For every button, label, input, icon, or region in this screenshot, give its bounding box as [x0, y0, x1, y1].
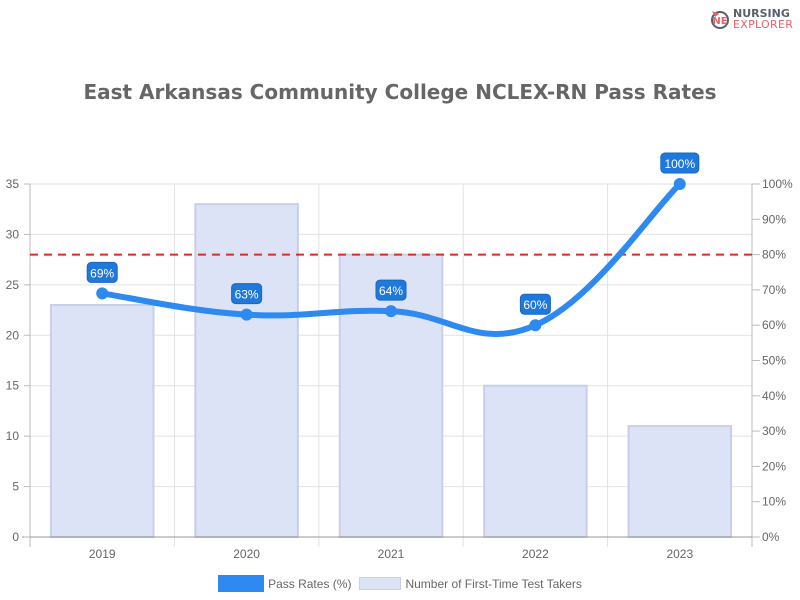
- svg-text:2021: 2021: [378, 547, 405, 561]
- logo-line1: NURSING: [733, 7, 790, 20]
- bar-2022[interactable]: [483, 384, 588, 539]
- bar-2021[interactable]: [338, 253, 444, 538]
- data-label: 60%: [523, 298, 547, 312]
- svg-text:80%: 80%: [762, 248, 786, 262]
- svg-text:5: 5: [12, 480, 19, 494]
- legend-label: Pass Rates (%): [268, 576, 352, 591]
- point-2019[interactable]: [96, 287, 109, 300]
- svg-text:90%: 90%: [762, 212, 786, 226]
- bar-2019[interactable]: [49, 304, 155, 538]
- bar-2023[interactable]: [627, 425, 733, 538]
- data-labels: 69% 63% 64% 60% 100%: [86, 152, 700, 315]
- point-2021[interactable]: [385, 305, 397, 318]
- svg-text:30: 30: [6, 227, 20, 241]
- svg-text:2023: 2023: [666, 547, 693, 561]
- data-label: 69%: [90, 266, 114, 280]
- chart-title: East Arkansas Community College NCLEX-RN…: [83, 80, 717, 104]
- svg-text:50%: 50%: [762, 354, 786, 368]
- svg-text:NE: NE: [712, 16, 727, 27]
- bar-2020[interactable]: [194, 203, 299, 539]
- svg-text:30%: 30%: [762, 424, 786, 438]
- data-label: 64%: [379, 284, 403, 298]
- svg-text:25: 25: [6, 278, 20, 292]
- logo-line2: EXPLORER: [733, 18, 794, 31]
- legend-swatch-line: [218, 575, 265, 592]
- svg-text:70%: 70%: [762, 283, 786, 297]
- svg-text:0%: 0%: [762, 530, 780, 544]
- svg-text:2022: 2022: [522, 547, 549, 561]
- svg-text:40%: 40%: [762, 389, 786, 403]
- svg-text:60%: 60%: [762, 318, 786, 332]
- svg-text:0: 0: [12, 530, 19, 544]
- bar-series: [49, 203, 733, 539]
- svg-text:2019: 2019: [89, 547, 116, 561]
- axes: 0 5 10 15 20 25 30 35 0% 10% 20% 30% 40% 50% 60% 70% 80%…: [6, 177, 793, 561]
- svg-text:20: 20: [6, 328, 20, 342]
- point-2023[interactable]: [673, 178, 686, 190]
- svg-text:2020: 2020: [233, 547, 260, 561]
- point-2020[interactable]: [240, 308, 253, 321]
- legend: Pass Rates (%) Number of First-Time Test…: [0, 575, 800, 592]
- logo-icon: NE: [711, 11, 729, 29]
- svg-text:10: 10: [6, 429, 20, 443]
- data-label: 100%: [664, 157, 695, 171]
- svg-text:35: 35: [6, 177, 20, 191]
- svg-text:10%: 10%: [762, 495, 786, 509]
- legend-item-pass-rates[interactable]: Pass Rates (%): [218, 575, 351, 592]
- legend-item-test-takers[interactable]: Number of First-Time Test Takers: [359, 576, 582, 591]
- legend-label: Number of First-Time Test Takers: [405, 576, 582, 591]
- nursing-explorer-logo[interactable]: NE NURSING EXPLORER: [710, 8, 793, 30]
- line-series: [96, 178, 686, 337]
- point-2022[interactable]: [529, 319, 542, 332]
- legend-swatch-bar: [359, 577, 402, 590]
- data-label: 63%: [235, 288, 259, 302]
- svg-text:100%: 100%: [762, 177, 793, 191]
- svg-text:15: 15: [6, 379, 20, 393]
- svg-text:20%: 20%: [762, 459, 786, 473]
